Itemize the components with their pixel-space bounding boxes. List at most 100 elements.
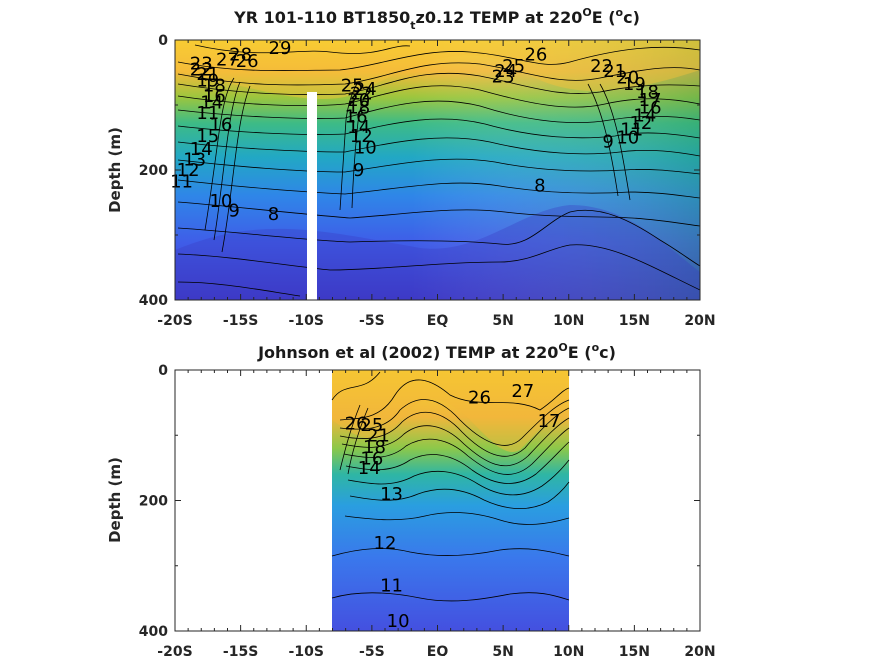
contour-label: 18 (347, 98, 370, 119)
contour-label: 10 (616, 128, 639, 149)
y-tick-label: 200 (139, 163, 168, 179)
contour-label: 18 (203, 76, 226, 97)
x-tick-label: -10S (289, 644, 324, 656)
contour-label: 13 (183, 150, 206, 171)
contour-label: 17 (538, 411, 561, 432)
contour-label: 18 (363, 437, 386, 458)
contour-label: 16 (639, 98, 662, 119)
panel-2: Johnson et al (2002) TEMP at 220OE (oc) … (106, 341, 716, 656)
y-tick-label: 400 (139, 624, 168, 640)
contour-label: 21 (196, 64, 219, 85)
contour-label: 12 (177, 160, 200, 181)
contour-label: 19 (623, 74, 646, 95)
contour-label: 14 (633, 105, 656, 126)
contour-label: 8 (268, 204, 279, 225)
contour-label: 11 (620, 120, 643, 141)
contour-label: 26 (236, 51, 259, 72)
contour-label: 14 (200, 92, 223, 113)
contour-label: 23 (190, 53, 213, 74)
contour-label: 13 (380, 484, 403, 505)
contour-label: 12 (629, 113, 652, 134)
x-tick-label: -15S (223, 313, 258, 329)
panel-2-title: Johnson et al (2002) TEMP at 220OE (oc) (257, 341, 616, 362)
panel-1: YR 101-110 BT1850tz0.12 TEMP at 220OE (o… (106, 6, 716, 329)
contour-label: 15 (196, 126, 219, 147)
y-tick-label: 0 (158, 33, 168, 49)
panel-2-warm-layer (332, 370, 569, 452)
contour-label: 20 (616, 68, 639, 89)
x-tick-label: -5S (359, 313, 385, 329)
x-tick-label: -5S (359, 644, 385, 656)
contour-label: 22 (590, 56, 613, 77)
contour-label: 29 (269, 38, 292, 59)
panel-2-y-axis: 0 200 400 (139, 363, 700, 640)
contour-label: 10 (354, 137, 377, 158)
contour-label: 24 (354, 79, 377, 100)
contour-label: 26 (468, 387, 491, 408)
x-tick-label: 10N (553, 644, 584, 656)
panel-1-y-axis: 0 200 400 (139, 33, 700, 309)
x-tick-label: 15N (619, 644, 650, 656)
contour-label: 9 (602, 131, 613, 152)
contour-label: 16 (203, 86, 226, 107)
y-tick-label: 0 (158, 363, 168, 379)
x-tick-label: -10S (289, 313, 324, 329)
contour-label: 26 (345, 414, 368, 435)
contour-label: 10 (209, 191, 232, 212)
panel-2-contours (331, 371, 570, 602)
contour-label: 9 (353, 160, 364, 181)
x-tick-label: -15S (223, 644, 258, 656)
contour-label: 25 (502, 56, 525, 77)
contour-label: 27 (216, 50, 239, 71)
panel-1-cold-layer (175, 205, 700, 300)
panel-1-ylabel: Depth (m) (106, 127, 124, 213)
contour-label: 14 (358, 458, 381, 479)
panel-2-ylabel: Depth (m) (106, 457, 124, 543)
y-tick-label: 200 (139, 494, 168, 510)
contour-label: 12 (374, 533, 397, 554)
contour-label: 23 (492, 66, 515, 87)
x-tick-label: -20S (157, 644, 192, 656)
contour-label: 11 (170, 172, 193, 193)
contour-label: 14 (347, 117, 370, 138)
panel-1-contours (177, 44, 701, 297)
contour-label: 10 (387, 611, 410, 632)
contour-label: 9 (228, 200, 239, 221)
contour-label: 14 (190, 139, 213, 160)
contour-label: 8 (534, 176, 545, 197)
contour-label: 12 (350, 126, 373, 147)
x-tick-label: 5N (492, 313, 513, 329)
contour-label: 11 (196, 103, 219, 124)
x-tick-label: 10N (553, 313, 584, 329)
contour-label: 22 (190, 59, 213, 80)
x-tick-label: -20S (157, 313, 192, 329)
x-tick-label: 5N (492, 644, 513, 656)
panel-1-masked-strip (307, 92, 317, 300)
contour-label: 11 (380, 575, 403, 596)
x-tick-label: 20N (684, 313, 715, 329)
x-tick-label: EQ (427, 313, 449, 329)
contour-label: 18 (636, 82, 659, 103)
contour-label: 25 (360, 415, 383, 436)
contour-label: 25 (341, 76, 364, 97)
contour-label: 22 (350, 83, 373, 104)
contour-label: 21 (603, 61, 626, 82)
contour-label: 16 (209, 115, 232, 136)
contour-label: 19 (196, 70, 219, 91)
contour-label: 28 (229, 44, 252, 65)
contour-label: 21 (367, 425, 390, 446)
y-tick-label: 400 (139, 293, 168, 309)
x-tick-label: 15N (619, 313, 650, 329)
panel-2-x-axis: -20S -15S -10S -5S EQ 5N 10N 15N 20N (157, 370, 716, 656)
contour-label: 16 (360, 449, 383, 470)
panel-1-title: YR 101-110 BT1850tz0.12 TEMP at 220OE (o… (233, 6, 640, 32)
x-tick-label: 20N (684, 644, 715, 656)
contour-label: 17 (639, 90, 662, 111)
contour-label: 27 (511, 381, 534, 402)
panel-1-field-shade (175, 40, 700, 300)
contour-label: 16 (345, 107, 368, 128)
panel-1-warm-layer (175, 40, 700, 100)
